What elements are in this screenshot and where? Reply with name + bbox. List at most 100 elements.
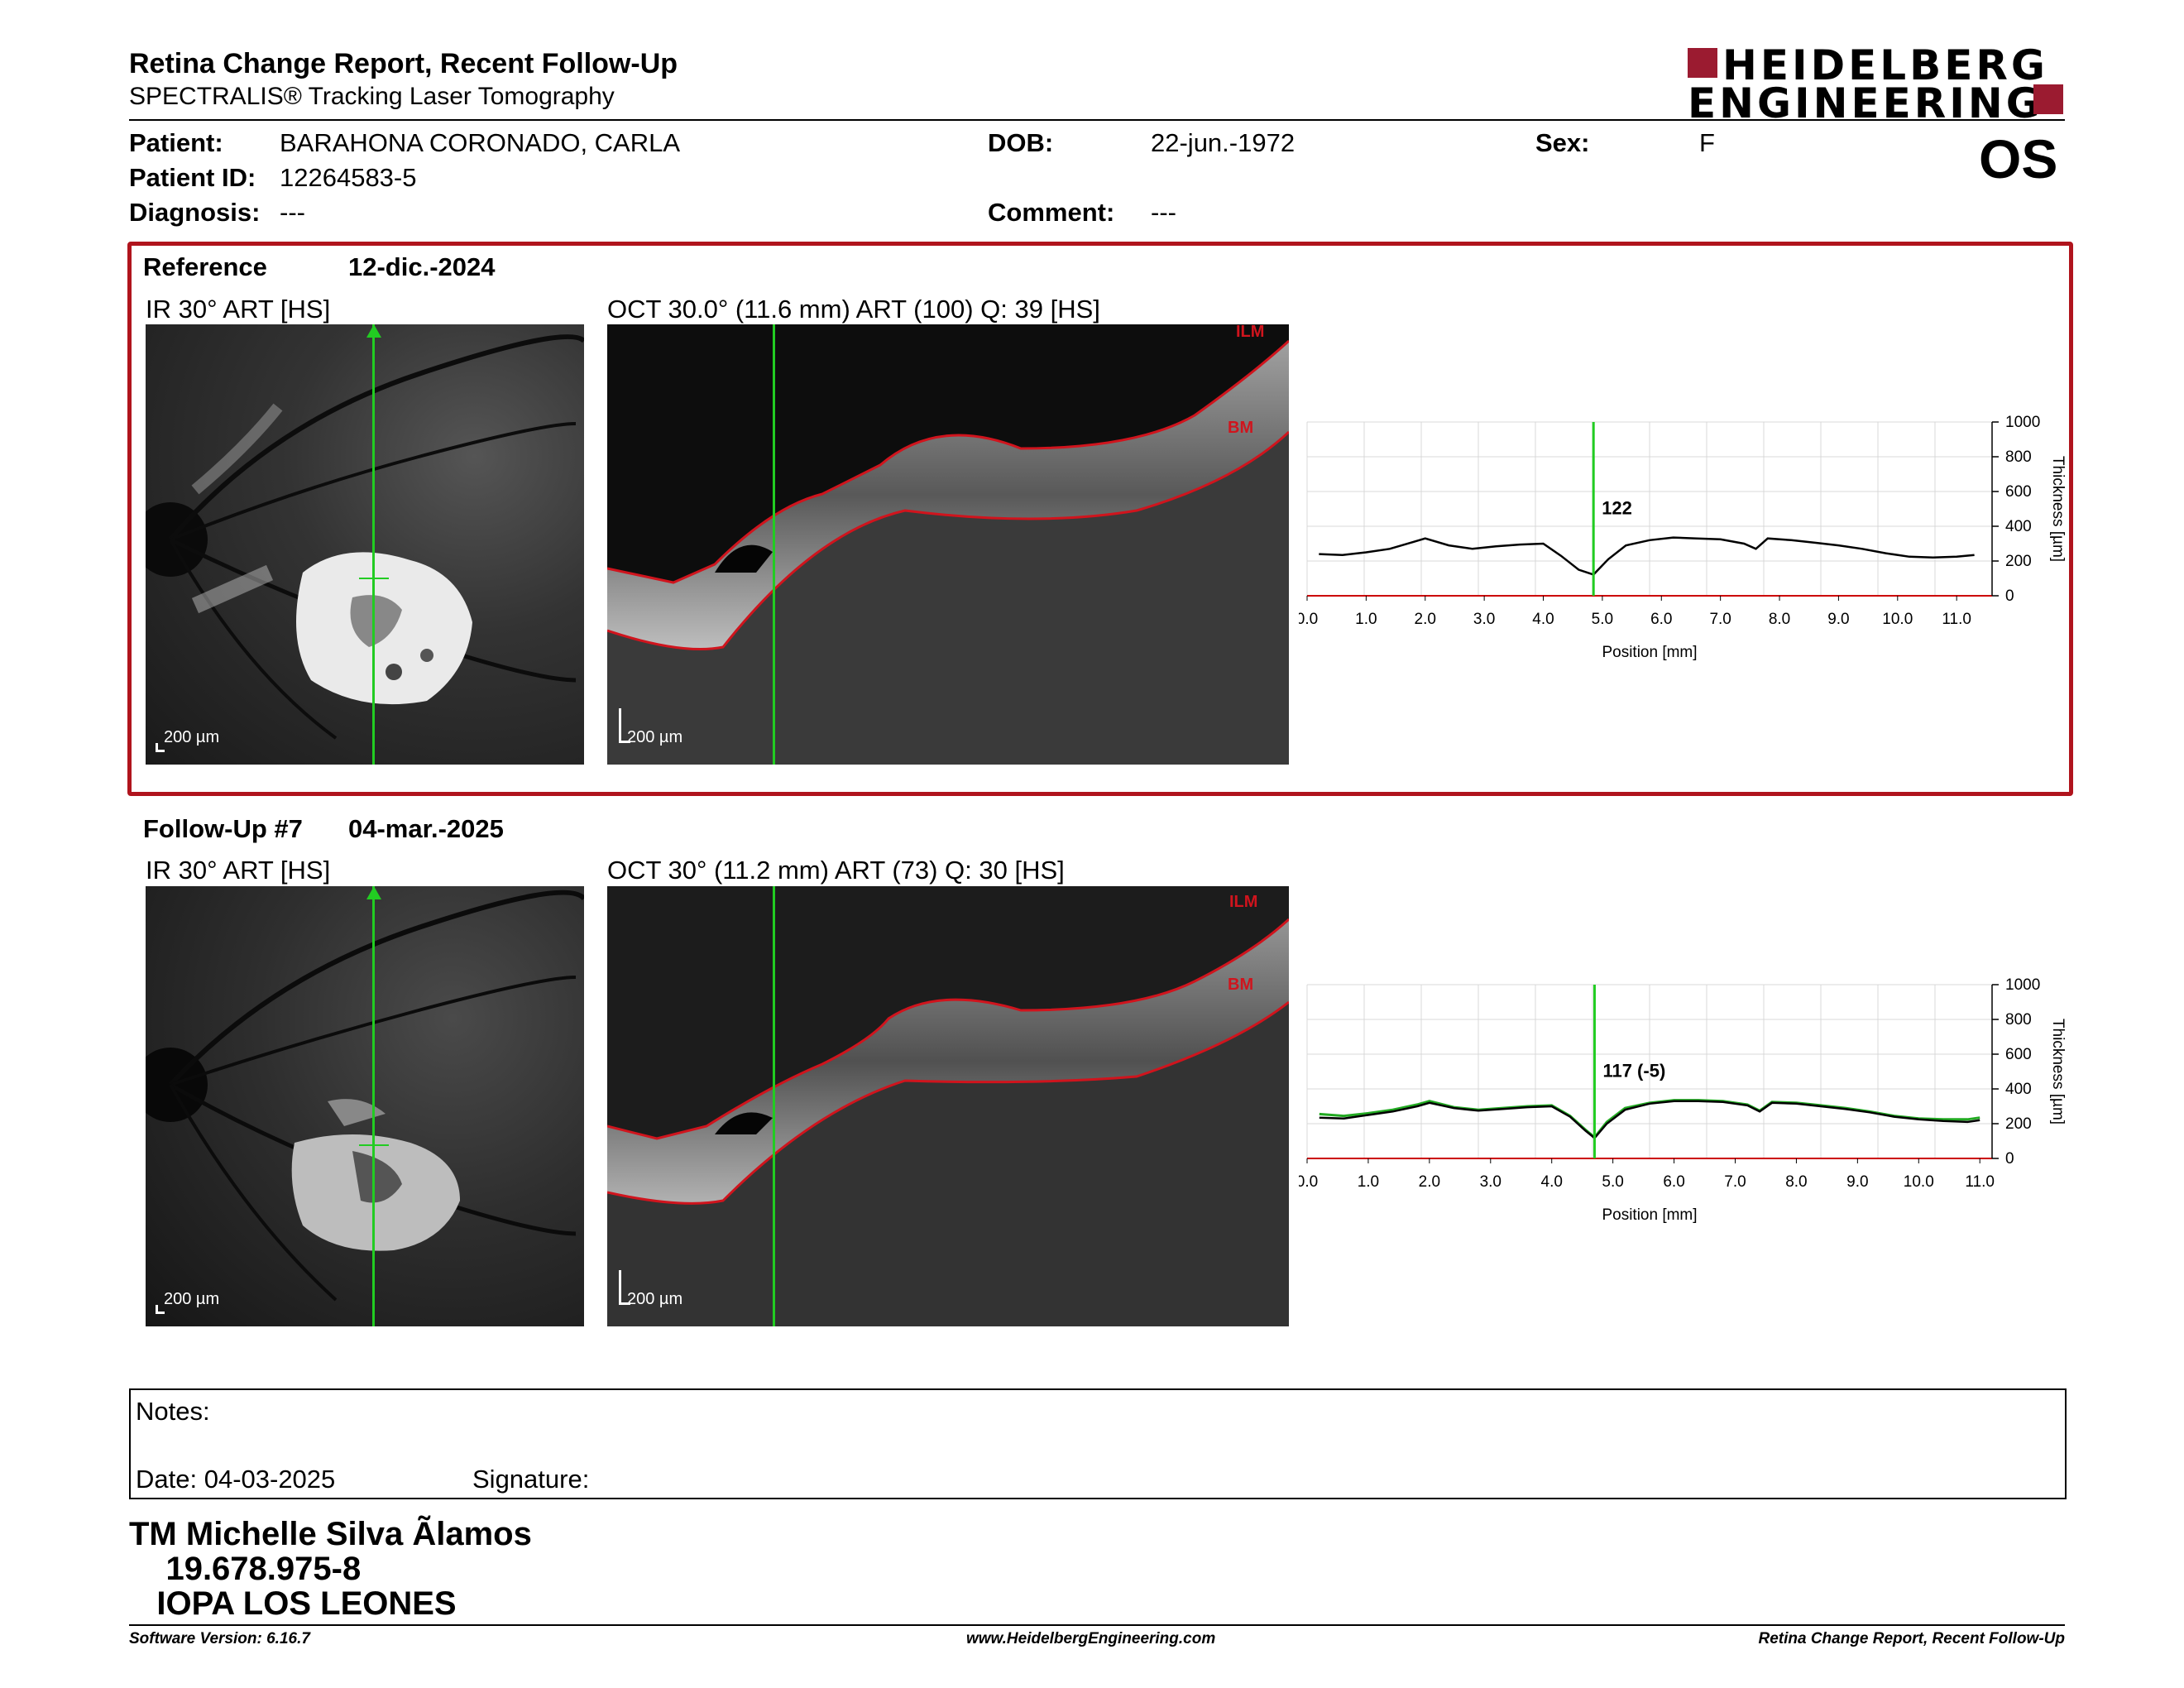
footer-software-version: Software Version: 6.16.7 bbox=[129, 1630, 310, 1647]
report-title: Retina Change Report, Recent Follow-Up bbox=[129, 48, 678, 79]
x-tick-label: 11.0 bbox=[1965, 1173, 1995, 1191]
x-axis-label: Position [mm] bbox=[1602, 1206, 1697, 1224]
footer-divider bbox=[129, 1624, 2065, 1626]
x-tick-label: 6.0 bbox=[1663, 1173, 1684, 1191]
y-tick-label: 1000 bbox=[2005, 976, 2040, 994]
x-tick-label: 0.0 bbox=[1299, 611, 1318, 628]
followup-thickness-chart: 0 200 400 600 800 1000 0.0 1.0 2.0 3.0 4.0 5.0 6.0 7.… bbox=[1296, 976, 2076, 1241]
scale-bar-icon bbox=[619, 1302, 630, 1305]
followup-oct-image[interactable]: ILM BM 200 µm bbox=[607, 886, 1289, 1326]
y-tick-label: 0 bbox=[2005, 587, 2014, 605]
y-tick-label: 800 bbox=[2005, 448, 2032, 466]
x-tick-label: 4.0 bbox=[1532, 611, 1554, 628]
report-subtitle: SPECTRALIS® Tracking Laser Tomography bbox=[129, 83, 615, 110]
followup-oct-caption: OCT 30° (11.2 mm) ART (73) Q: 30 [HS] bbox=[607, 856, 1065, 885]
reference-ir-scale: 200 µm bbox=[164, 728, 220, 746]
logo-square-icon bbox=[2033, 84, 2063, 114]
diagnosis-label: Diagnosis: bbox=[129, 198, 261, 227]
x-tick-label: 3.0 bbox=[1473, 611, 1495, 628]
bm-label: BM bbox=[1228, 419, 1254, 437]
reference-label: Reference bbox=[143, 252, 267, 281]
footer-website[interactable]: www.HeidelbergEngineering.com bbox=[966, 1630, 1216, 1647]
patient-id-label: Patient ID: bbox=[129, 163, 256, 192]
x-tick-label: 8.0 bbox=[1769, 611, 1790, 628]
fovea-crosshair-icon bbox=[359, 1144, 389, 1146]
y-axis-label: Thickness [µm] bbox=[2049, 1019, 2067, 1125]
notes-box[interactable] bbox=[129, 1388, 2067, 1499]
comment-label: Comment: bbox=[988, 198, 1115, 227]
comment-value: --- bbox=[1151, 198, 1176, 227]
followup-ir-image[interactable]: 200 µm bbox=[146, 886, 584, 1326]
followup-oct-svg bbox=[607, 886, 1289, 1326]
reference-oct-image[interactable]: ILM BM 200 µm bbox=[607, 324, 1289, 765]
followup-oct-scale: 200 µm bbox=[627, 1290, 683, 1308]
x-tick-label: 5.0 bbox=[1592, 611, 1613, 628]
x-tick-label: 3.0 bbox=[1480, 1173, 1502, 1191]
patient-name: BARAHONA CORONADO, CARLA bbox=[280, 128, 681, 157]
dob-value: 22-jun.-1972 bbox=[1151, 128, 1296, 157]
signature-label: Signature: bbox=[472, 1465, 590, 1494]
reference-oct-svg bbox=[607, 324, 1289, 765]
reference-oct-scale: 200 µm bbox=[627, 728, 683, 746]
patient-id: 12264583-5 bbox=[280, 163, 417, 192]
scale-bar-icon bbox=[619, 741, 630, 743]
thickness-series-line bbox=[1319, 536, 1975, 576]
x-tick-label: 9.0 bbox=[1846, 1173, 1868, 1191]
sex-label: Sex: bbox=[1535, 128, 1590, 157]
x-tick-label: 0.0 bbox=[1299, 1173, 1318, 1191]
followup-ir-caption: IR 30° ART [HS] bbox=[146, 856, 331, 885]
reference-ir-svg bbox=[146, 334, 584, 740]
x-tick-label: 2.0 bbox=[1419, 1173, 1440, 1191]
arrow-up-icon bbox=[366, 886, 381, 899]
reference-thickness-chart: 0 200 400 600 800 1000 0.0 1.0 2.0 3.0 4.0 5.0 6.0 7.… bbox=[1296, 414, 2076, 679]
x-tick-label: 4.0 bbox=[1541, 1173, 1563, 1191]
followup-date: 04-mar.-2025 bbox=[348, 814, 504, 843]
logo-line2: ENGINEERING bbox=[1688, 79, 2043, 127]
y-tick-label: 200 bbox=[2005, 553, 2032, 570]
y-tick-label: 400 bbox=[2005, 518, 2032, 535]
x-tick-label: 7.0 bbox=[1724, 1173, 1746, 1191]
y-axis-label: Thickness [µm] bbox=[2049, 456, 2067, 562]
x-tick-label: 8.0 bbox=[1785, 1173, 1807, 1191]
x-tick-label: 2.0 bbox=[1415, 611, 1436, 628]
ilm-label: ILM bbox=[1229, 893, 1258, 911]
signature-name: TM Michelle Silva Ãlamos bbox=[129, 1516, 532, 1552]
reference-oct-caption: OCT 30.0° (11.6 mm) ART (100) Q: 39 [HS] bbox=[607, 295, 1100, 324]
x-tick-label: 10.0 bbox=[1904, 1173, 1934, 1191]
dob-label: DOB: bbox=[988, 128, 1054, 157]
scale-bar-icon bbox=[156, 1305, 165, 1314]
footer-report-name: Retina Change Report, Recent Follow-Up bbox=[1758, 1630, 2065, 1647]
fovea-crosshair-icon bbox=[359, 578, 389, 579]
signature-org: IOPA LOS LEONES bbox=[129, 1585, 457, 1622]
x-tick-label: 9.0 bbox=[1827, 611, 1849, 628]
scan-line-icon bbox=[372, 324, 375, 765]
y-tick-label: 400 bbox=[2005, 1081, 2032, 1098]
x-tick-label: 10.0 bbox=[1882, 611, 1913, 628]
x-axis-label: Position [mm] bbox=[1602, 644, 1697, 661]
arrow-up-icon bbox=[366, 324, 381, 338]
followup-chart-svg: 0 200 400 600 800 1000 0.0 1.0 2.0 3.0 4.0 5.0 6.0 7.… bbox=[1296, 976, 2067, 1224]
diagnosis-value: --- bbox=[280, 198, 305, 227]
logo-line1: HEIDELBERG bbox=[1722, 41, 2048, 89]
reference-chart-svg: 0 200 400 600 800 1000 0.0 1.0 2.0 3.0 4.0 5.0 6.0 7.… bbox=[1296, 414, 2067, 661]
reference-date: 12-dic.-2024 bbox=[348, 252, 496, 281]
bm-label: BM bbox=[1228, 976, 1254, 994]
x-tick-label: 5.0 bbox=[1602, 1173, 1623, 1191]
eye-label: OS bbox=[1979, 128, 2058, 189]
followup-ir-scale: 200 µm bbox=[164, 1290, 220, 1308]
reference-ir-image[interactable]: 200 µm bbox=[146, 324, 584, 765]
x-tick-label: 1.0 bbox=[1355, 611, 1377, 628]
sex-value: F bbox=[1699, 128, 1715, 157]
y-tick-label: 600 bbox=[2005, 483, 2032, 501]
reference-frame bbox=[127, 242, 2073, 796]
x-tick-label: 7.0 bbox=[1709, 611, 1731, 628]
y-tick-label: 600 bbox=[2005, 1046, 2032, 1063]
y-tick-label: 1000 bbox=[2005, 414, 2040, 431]
y-tick-label: 200 bbox=[2005, 1115, 2032, 1133]
x-tick-label: 11.0 bbox=[1942, 611, 1971, 628]
header-divider bbox=[129, 119, 2065, 121]
followup-label: Follow-Up #7 bbox=[143, 814, 303, 843]
logo-square-icon bbox=[1688, 48, 1717, 78]
followup-ir-svg bbox=[146, 890, 584, 1302]
scan-line-icon bbox=[372, 886, 375, 1326]
